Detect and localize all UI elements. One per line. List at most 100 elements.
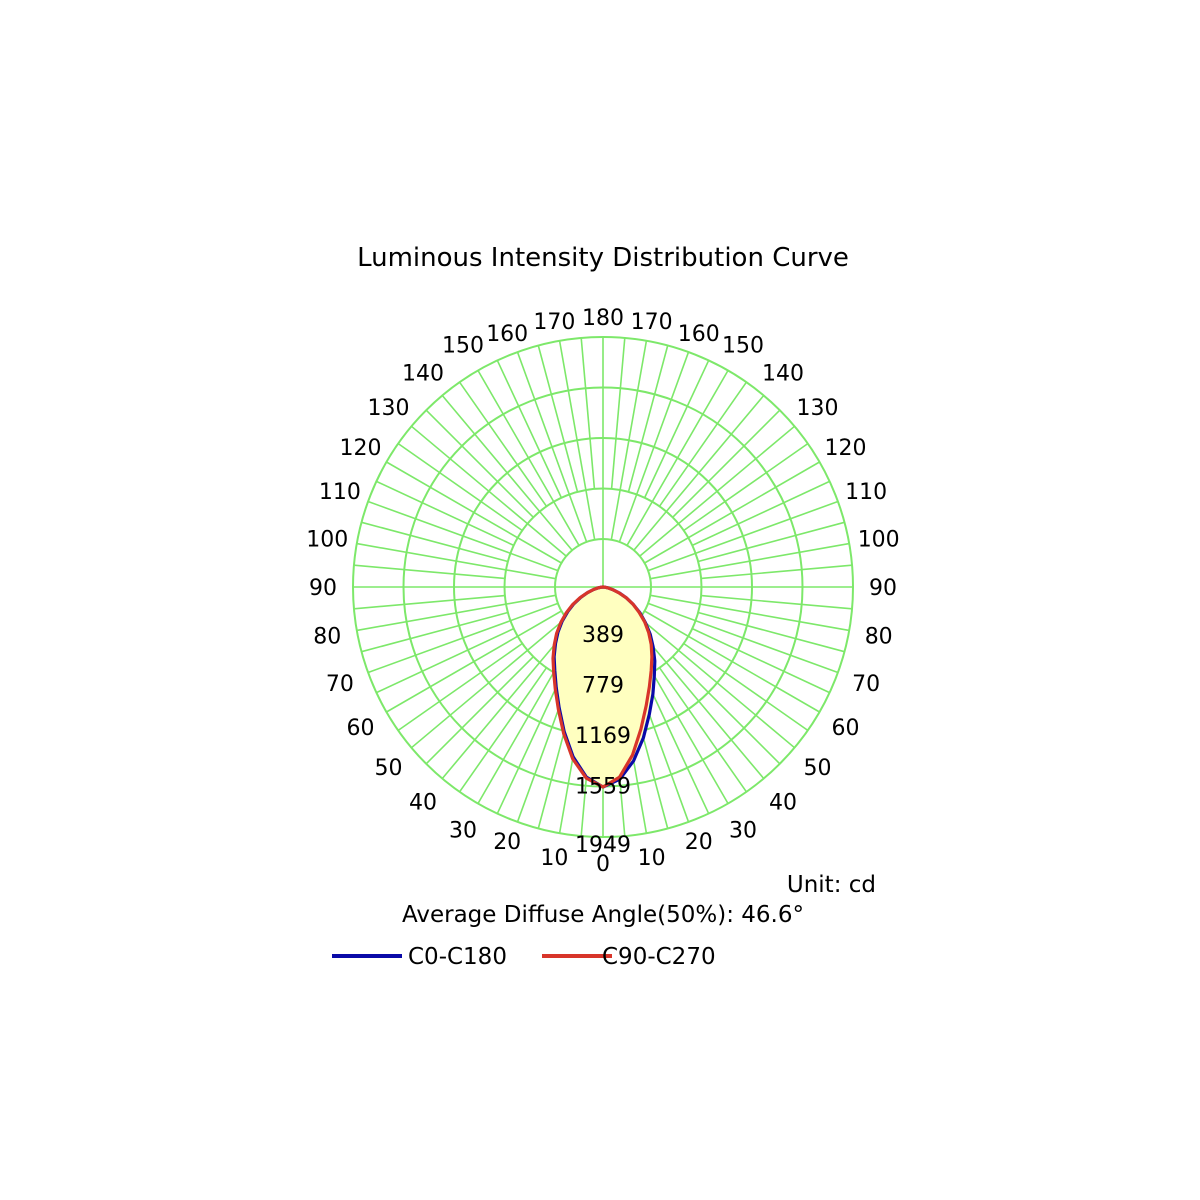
grid-spoke (537, 345, 579, 493)
grid-spoke (650, 594, 850, 632)
angle-label: 150 (442, 334, 484, 359)
grid-spoke (356, 594, 556, 632)
grid-spoke (643, 675, 710, 814)
angle-label: 100 (858, 527, 900, 552)
grid-spoke (658, 381, 748, 507)
grid-spoke (410, 617, 567, 749)
grid-spoke (376, 627, 515, 694)
grid-spoke (633, 394, 765, 551)
grid-spoke (672, 409, 781, 518)
grid-spoke (610, 340, 648, 540)
angle-label: 160 (678, 322, 720, 347)
grid-spoke (356, 542, 556, 580)
angle-label: 110 (845, 480, 887, 505)
angle-label: 150 (722, 334, 764, 359)
curve-fill (554, 587, 655, 787)
grid-spoke (353, 594, 505, 610)
grid-spoke (643, 360, 710, 499)
grid-spoke (367, 500, 559, 572)
grid-spoke (441, 394, 573, 551)
angle-label: 30 (729, 819, 757, 844)
grid-spoke (618, 351, 690, 543)
series-c90-c270-line (551, 585, 654, 789)
average-diffuse-angle: Average Diffuse Angle(50%): 46.6° (402, 902, 804, 928)
distribution-curves (551, 585, 657, 789)
angle-label: 160 (486, 322, 528, 347)
angle-label: 80 (865, 625, 893, 650)
angle-label: 80 (313, 625, 341, 650)
grid-spoke (633, 623, 765, 780)
angle-label: 30 (449, 819, 477, 844)
grid-spoke (639, 425, 796, 557)
ring-label: 1949 (575, 833, 631, 858)
angle-label: 90 (309, 576, 337, 601)
grid-spoke (477, 370, 580, 546)
grid-spoke (650, 542, 850, 580)
angle-label: 0 (596, 852, 610, 877)
ring-label: 1169 (575, 724, 631, 749)
angle-label: 170 (631, 310, 673, 335)
grid-spoke (691, 627, 830, 694)
grid-spoke (627, 345, 669, 493)
grid-spoke (647, 500, 839, 572)
grid-spoke (397, 442, 523, 532)
grid-spoke (397, 642, 523, 732)
grid-spoke (626, 370, 729, 546)
ring-label: 389 (582, 623, 624, 648)
angle-label: 110 (319, 480, 361, 505)
angle-label: 40 (769, 791, 797, 816)
angle-label: 20 (493, 830, 521, 855)
grid-spoke (647, 602, 839, 674)
grid-spoke (580, 337, 596, 489)
angle-label: 50 (375, 756, 403, 781)
grid-spoke (644, 610, 820, 713)
grid-spoke (361, 611, 509, 653)
angle-label: 90 (869, 576, 897, 601)
grid-spoke (516, 351, 588, 543)
angle-label: 10 (540, 846, 568, 871)
grid-spoke (386, 461, 562, 564)
angle-label: 130 (368, 396, 410, 421)
grid-spoke (425, 409, 534, 518)
angle-label: 120 (825, 436, 867, 461)
grid-spoke (458, 667, 548, 793)
grid-spoke (361, 521, 509, 563)
grid-spoke (683, 642, 809, 732)
grid-spoke (496, 675, 563, 814)
ring-label: 779 (582, 674, 624, 699)
ring-labels: 389 779 1169 1559 1949 (575, 623, 631, 858)
grid-spoke (697, 521, 845, 563)
angle-label: 70 (852, 672, 880, 697)
grid-spoke (410, 425, 567, 557)
grid-spoke (496, 360, 563, 499)
legend-label-c90-c270: C90-C270 (602, 944, 716, 970)
distribution-fill (554, 587, 655, 787)
angle-label: 10 (638, 846, 666, 871)
grid-spoke (683, 442, 809, 532)
chart-title: Luminous Intensity Distribution Curve (357, 243, 849, 273)
grid-spoke (658, 667, 748, 793)
grid-spoke (367, 602, 559, 674)
grid-spoke (353, 564, 505, 580)
legend: C0-C180 C90-C270 (332, 944, 716, 970)
grid-spoke (441, 623, 573, 780)
grid-spoke (558, 340, 596, 540)
angle-label: 60 (347, 716, 375, 741)
grid-spoke (610, 337, 626, 489)
ring-label: 1559 (575, 775, 631, 800)
grid-spoke (672, 656, 781, 765)
angle-label: 100 (306, 527, 348, 552)
angle-label: 60 (832, 716, 860, 741)
grid-spoke (697, 611, 845, 653)
grid-spoke (376, 480, 515, 547)
angle-label: 50 (804, 756, 832, 781)
angle-label: 70 (326, 672, 354, 697)
legend-label-c0-c180: C0-C180 (408, 944, 507, 970)
grid-spoke (701, 564, 853, 580)
grid-spoke (691, 480, 830, 547)
angle-label: 120 (340, 436, 382, 461)
grid-spoke (644, 461, 820, 564)
